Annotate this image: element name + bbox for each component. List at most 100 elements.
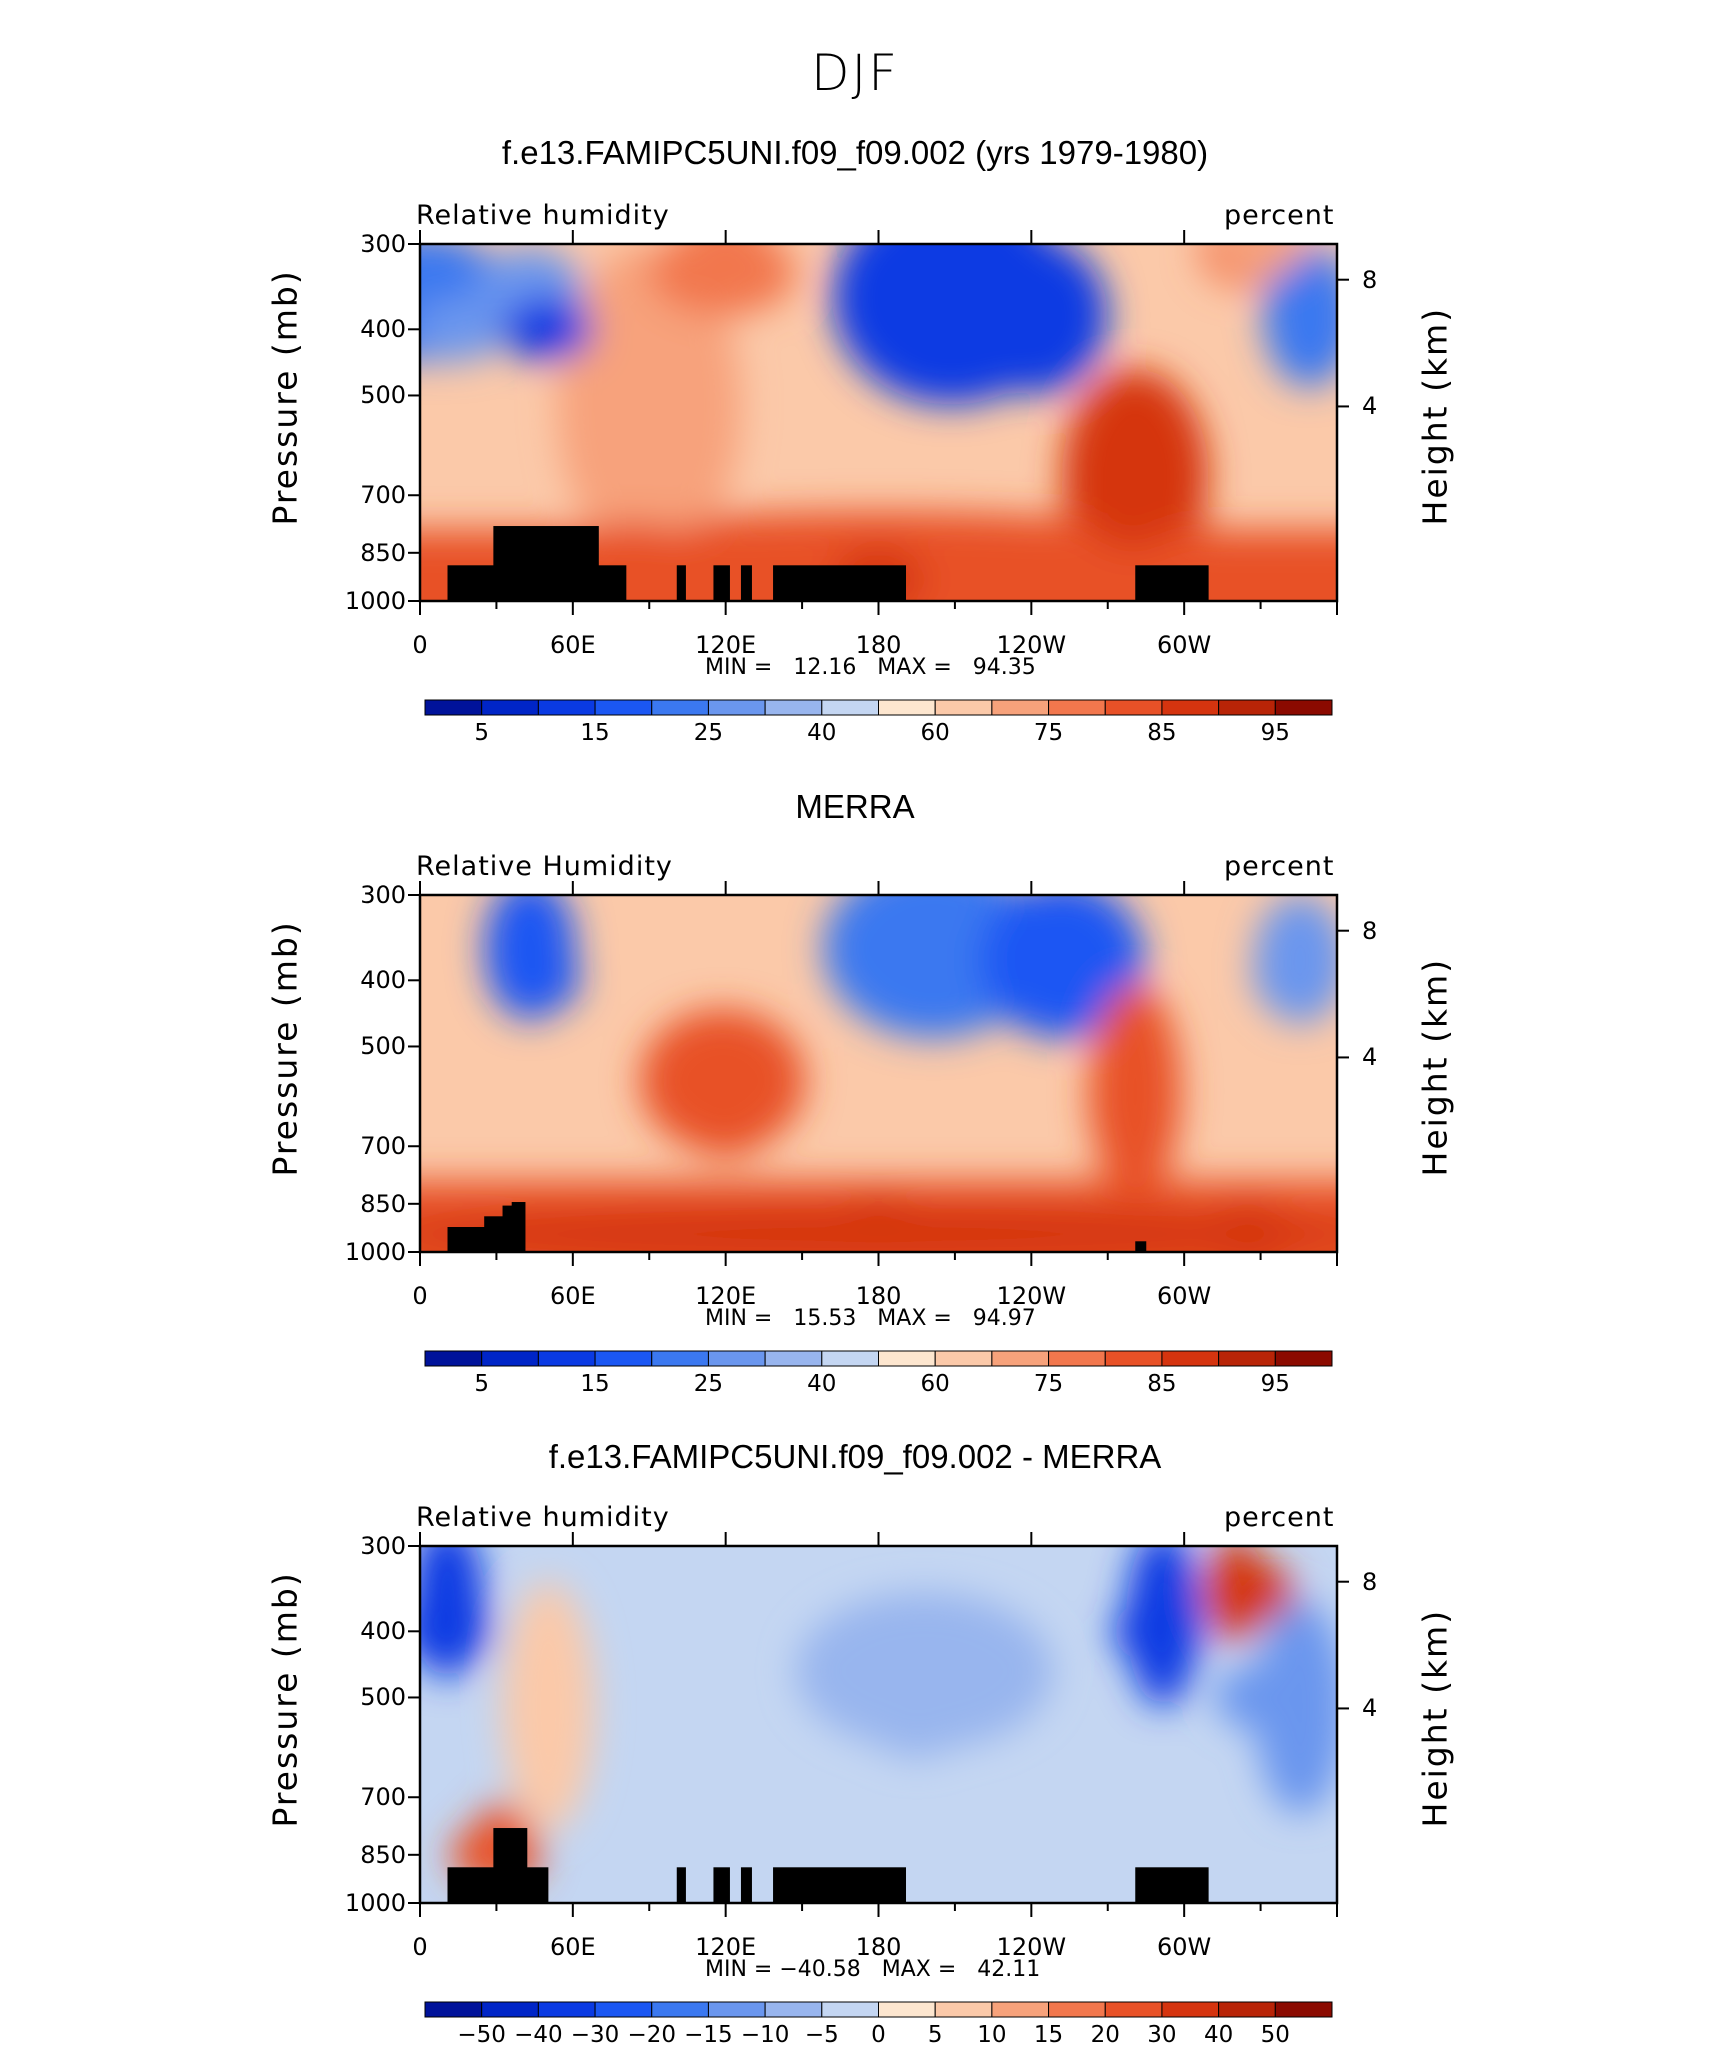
colorbar-label: 40	[1203, 2022, 1234, 2048]
colorbar-label: 25	[693, 720, 724, 746]
colorbar-box	[1161, 699, 1220, 716]
colorbar-box	[1048, 2001, 1106, 2018]
field-feature	[420, 1599, 492, 1664]
height-axis-label: Height (km)	[1415, 957, 1455, 1176]
pressure-tick-label: 700	[360, 481, 406, 510]
pressure-tick-label: 400	[360, 966, 406, 995]
colorbar-label: 15	[1033, 2022, 1064, 2048]
lon-tick-label: 180	[855, 1282, 902, 1310]
colorbar-box	[764, 1350, 823, 1367]
terrain-mask	[1135, 1241, 1147, 1252]
terrain-mask	[520, 565, 627, 601]
colorbar-label: −10	[740, 2022, 790, 2048]
colorbar-label: 0	[871, 2022, 886, 2048]
lon-tick-label: 60E	[549, 631, 596, 659]
pressure-tick-label: 300	[360, 1532, 406, 1560]
field-feature	[1023, 948, 1116, 1013]
lon-tick-label: 120E	[695, 1282, 757, 1310]
variable-label: Relative humidity	[416, 1502, 670, 1533]
colorbar-label: −15	[684, 2022, 733, 2048]
field-feature	[488, 948, 581, 1013]
pressure-tick-label: 500	[360, 1683, 406, 1712]
colorbar-box	[991, 1350, 1050, 1367]
panel-title: MERRA	[795, 788, 915, 825]
pressure-tick-label: 1000	[344, 1238, 406, 1266]
variable-label: Relative Humidity	[416, 851, 673, 882]
field-feature	[1202, 1201, 1294, 1252]
units-label: percent	[1224, 200, 1335, 231]
lon-tick-label: 120W	[996, 1933, 1067, 1961]
field-feature	[628, 463, 721, 528]
colorbar-box	[707, 1350, 766, 1367]
colorbar-box	[651, 2001, 709, 2018]
pressure-tick-label: 400	[360, 315, 406, 344]
figure-title: DJF	[810, 44, 899, 102]
colorbar-label: 60	[920, 1371, 950, 1397]
lon-tick-label: 60W	[1157, 1933, 1212, 1961]
field-feature	[1265, 297, 1337, 362]
contour-plot	[408, 1532, 1349, 1917]
colorbar-box	[424, 699, 483, 716]
colorbar-box	[481, 699, 539, 716]
field-feature	[1112, 1599, 1205, 1664]
lon-tick-label: 0	[412, 631, 428, 659]
pressure-tick-label: 850	[360, 538, 406, 567]
terrain-mask	[713, 565, 730, 601]
colorbar-box	[934, 699, 993, 716]
colorbar-box	[991, 699, 1050, 716]
colorbar-box	[934, 1350, 993, 1367]
lon-tick-label: 180	[855, 631, 902, 659]
pressure-tick-label: 300	[360, 230, 406, 258]
lon-tick-label: 60W	[1157, 1282, 1212, 1310]
colorbar-box	[1161, 2001, 1220, 2018]
pressure-tick-label: 500	[360, 1032, 406, 1061]
colorbar-box	[821, 2001, 879, 2018]
colorbar-label: 15	[580, 1371, 610, 1397]
lon-tick-label: 0	[412, 1933, 428, 1961]
field-feature	[420, 297, 505, 362]
min-max-label: MIN = 15.53 MAX = 94.97	[705, 1306, 1036, 1331]
colorbar-label: 5	[474, 1371, 489, 1397]
colorbar-box	[1218, 2001, 1276, 2018]
colorbar-label: 10	[977, 2022, 1007, 2048]
colorbar-box	[1048, 699, 1106, 716]
height-tick-label: 8	[1362, 1567, 1378, 1596]
pressure-axis-label: Pressure (mb)	[265, 1570, 305, 1827]
colorbar-box	[594, 699, 653, 716]
pressure-tick-label: 400	[360, 1617, 406, 1646]
colorbar-box	[1104, 2001, 1163, 2018]
colorbar	[424, 2001, 1333, 2018]
colorbar-label: 85	[1147, 720, 1177, 746]
terrain-mask	[713, 1867, 730, 1903]
colorbar-box	[537, 1350, 596, 1367]
colorbar-label: 5	[474, 720, 489, 746]
colorbar-box	[934, 2001, 993, 2018]
lon-tick-label: 60E	[549, 1933, 596, 1961]
colorbar-label: 5	[927, 2022, 943, 2048]
panel-title: f.e13.FAMIPC5UNI.f09_f09.002 - MERRA	[548, 1438, 1162, 1475]
colorbar-label: 40	[807, 720, 837, 746]
colorbar-box	[1218, 1350, 1276, 1367]
variable-label: Relative humidity	[416, 200, 670, 231]
colorbar-label: −5	[804, 2022, 839, 2048]
field-feature	[679, 244, 772, 277]
pressure-tick-label: 500	[360, 381, 406, 410]
contour-plot	[408, 230, 1349, 615]
pressure-tick-label: 300	[360, 881, 406, 909]
colorbar	[424, 699, 1333, 716]
lon-tick-label: 0	[412, 1282, 428, 1310]
colorbar-label: 85	[1147, 1371, 1177, 1397]
colorbar-box	[1274, 2001, 1333, 2018]
terrain-mask	[511, 1202, 526, 1252]
lon-tick-label: 120E	[695, 1933, 757, 1961]
colorbar-box	[821, 699, 879, 716]
units-label: percent	[1224, 1502, 1335, 1533]
contour-plot	[408, 881, 1349, 1266]
field-feature	[870, 1693, 963, 1758]
terrain-mask	[773, 1867, 907, 1903]
terrain-mask	[1135, 565, 1209, 601]
colorbar-label: 40	[807, 1371, 837, 1397]
pressure-tick-label: 700	[360, 1783, 406, 1812]
colorbar	[424, 1350, 1333, 1367]
height-tick-label: 4	[1362, 1043, 1378, 1072]
